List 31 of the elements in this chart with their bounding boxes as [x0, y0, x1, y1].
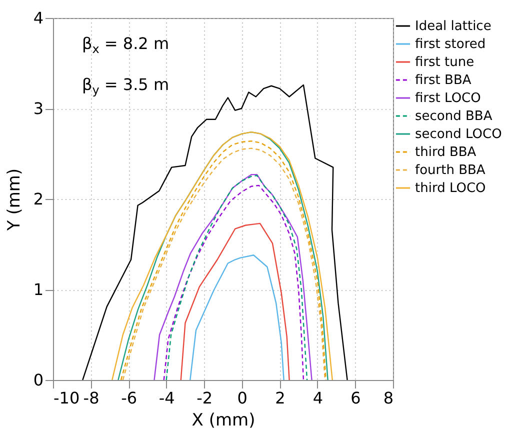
y-axis-title: Y (mm): [4, 168, 24, 232]
x-tick-label: -8: [83, 388, 100, 408]
x-tick-label: 2: [275, 388, 286, 408]
y-tick-label: 0: [33, 370, 44, 390]
annotation: β$_{y}$ = 3.5 m: [82, 74, 170, 100]
legend-label: fourth BBA: [415, 163, 486, 178]
x-tick-label: 0: [237, 388, 248, 408]
y-tick-label: 4: [33, 8, 44, 28]
legend-label: second BBA: [415, 109, 492, 124]
legend-label: third BBA: [415, 145, 476, 160]
line-series: [180, 222, 290, 380]
x-tick-label: -4: [158, 388, 175, 408]
x-tick-label: -6: [121, 388, 138, 408]
x-tick-label: 8: [383, 388, 394, 408]
line-series: [190, 254, 284, 380]
annotation: β$_{x}$ = 8.2 m: [82, 33, 170, 58]
y-tick-label: 3: [33, 99, 44, 118]
legend-label: first BBA: [415, 73, 472, 88]
legend-label: first LOCO: [415, 91, 481, 106]
y-tick-label: 1: [33, 280, 44, 299]
x-axis-title: X (mm): [192, 410, 256, 430]
legend-label: first stored: [415, 37, 486, 52]
x-tick-label: 6: [350, 388, 361, 408]
legend-label: third LOCO: [415, 181, 486, 196]
legend-label: second LOCO: [415, 127, 502, 142]
x-tick-label: -2: [196, 388, 213, 408]
x-tick-label: -10: [54, 388, 80, 408]
y-tick-label: 2: [33, 190, 44, 208]
legend-label: Ideal lattice: [415, 19, 492, 34]
x-tick-label: 4: [312, 388, 324, 408]
legend-label: first tune: [415, 55, 474, 70]
